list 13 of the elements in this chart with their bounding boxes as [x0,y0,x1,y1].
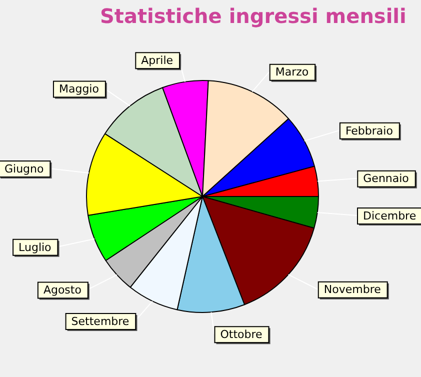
slice-label: Aprile [141,54,174,67]
slice-label: Agosto [43,284,82,297]
slice-label: Dicembre [363,209,416,222]
slice-label: Maggio [58,82,100,96]
slice-label: Settembre [71,314,130,328]
slice-label: Ottobre [220,328,263,341]
slice-label: Marzo [275,66,309,79]
slice-label: Luglio [18,240,52,254]
chart-title: Statistiche ingressi mensili [100,4,406,28]
slice-label: Novembre [324,283,382,296]
slice-label: Giugno [4,162,44,176]
slice-label: Febbraio [345,124,394,138]
slice-label: Gennaio [363,172,410,186]
